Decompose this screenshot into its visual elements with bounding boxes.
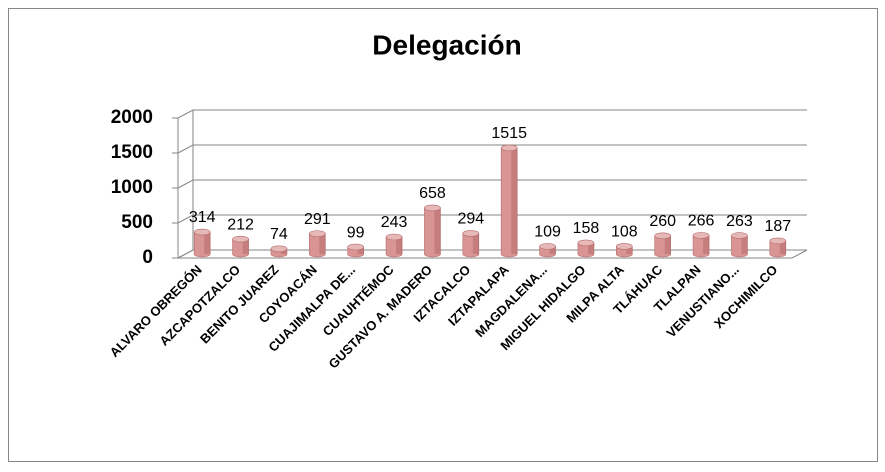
value-label: 74 [270,226,288,243]
bar [692,235,710,258]
bar [232,238,249,258]
bar [193,231,211,258]
value-label: 1515 [491,125,527,142]
y-tick-label: 0 [142,247,153,268]
bar-top [769,237,787,245]
bar [385,236,403,258]
bar-shade [664,235,671,254]
bar-shade [204,232,211,254]
value-label: 314 [189,209,216,226]
bar-top [539,243,556,250]
bar [462,233,480,258]
grid-line [177,109,807,119]
bar-top [424,204,441,212]
bar-top [193,228,211,236]
value-label: 658 [419,185,446,202]
value-label: 291 [304,211,331,228]
value-label: 294 [457,211,484,228]
bar [500,147,518,258]
bar-shade [587,242,594,254]
bar-shade [703,235,710,254]
y-tick-label: 1000 [111,177,153,198]
bar-shade [472,233,479,254]
bar [769,240,787,258]
value-label: 243 [381,214,408,231]
bar [731,235,748,258]
bar-shade [319,233,326,254]
bar-shade [242,239,249,254]
value-label: 158 [573,220,600,237]
bar-shade [779,240,786,254]
bar-shade [741,235,748,254]
bar [577,242,595,258]
y-tick-label: 2000 [111,107,153,128]
bar-top [270,245,288,253]
bar-top [309,230,326,237]
bar-top [347,243,364,251]
value-label: 263 [726,213,753,230]
bar-top [731,232,748,239]
chart-title: Delegación [372,29,521,60]
bar-top [232,235,249,243]
value-label: 108 [611,224,638,241]
bar-top [692,232,710,239]
bar-top [500,144,518,152]
bar-top [616,243,633,250]
value-label: 260 [649,213,676,230]
bar-shade [357,247,364,254]
value-label: 212 [227,216,254,233]
bar [424,207,441,258]
bar-shade [434,207,441,254]
bar-top [577,239,595,247]
bar-shade [396,236,403,254]
value-label: 187 [764,218,791,235]
bar-top [385,233,403,241]
bar-shade [626,246,633,254]
grid-line [177,249,807,259]
bar-shade [549,246,556,254]
value-label: 109 [534,224,561,241]
grid-line [177,179,807,189]
bar-top [462,230,480,237]
y-tick-label: 500 [121,212,153,233]
bar [654,235,671,258]
value-label: 99 [347,224,365,241]
y-tick-label: 1500 [111,142,153,163]
bar-shade [511,147,518,254]
grid-line [177,144,807,154]
value-label: 266 [688,213,715,230]
bar-top [654,232,671,240]
bar [309,233,326,258]
grid-line [177,214,807,224]
